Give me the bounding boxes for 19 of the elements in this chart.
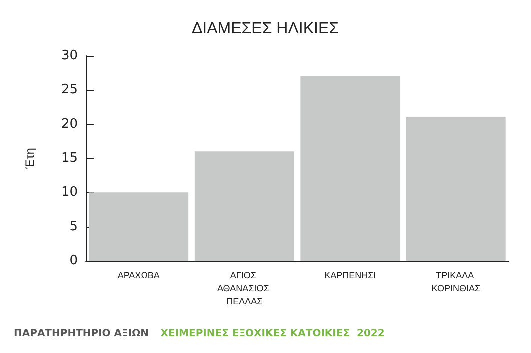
y-tick-label: 15 <box>61 151 78 166</box>
text: ΧΕΙΜΕΡΙΝΕΣ ΕΞΟΧΙΚΕΣ ΚΑΤΟΙΚΙΕΣ 2022 <box>160 328 385 340</box>
bar <box>406 118 506 261</box>
y-tick-label: 0 <box>70 254 78 268</box>
text: ΠΑΡΑΤΗΡΗΤΗΡΙΟ ΑΞΙΩΝ <box>14 328 149 340</box>
y-tick-label: 5 <box>70 219 78 234</box>
bar <box>300 76 400 261</box>
x-tick-label: ΑΡΑΧΩΒΑ <box>118 270 160 280</box>
x-tick-label: ΑΓΙΟΣ ΑΘΑΝΑΣΙΟΣ ΠΕΛΛΑΣ <box>217 270 272 306</box>
y-tick-label: 30 <box>61 48 78 64</box>
y-tick-label: 25 <box>61 82 78 98</box>
x-tick-label: ΚΑΡΠΕΝΗΣΙ <box>324 270 376 280</box>
y-axis-title: Έτη <box>23 148 37 170</box>
x-tick-label: ΤΡΙΚΑΛΑ ΚΟΡΙΝΘΙΑΣ <box>432 270 481 294</box>
y-tick-label: 20 <box>61 116 78 132</box>
bar <box>89 192 189 261</box>
chart-title: ΔΙΑΜΕΣΕΣ ΗΛΙΚΙΕΣ <box>192 20 340 38</box>
y-tick-label: 10 <box>61 185 78 200</box>
bar <box>194 152 294 261</box>
